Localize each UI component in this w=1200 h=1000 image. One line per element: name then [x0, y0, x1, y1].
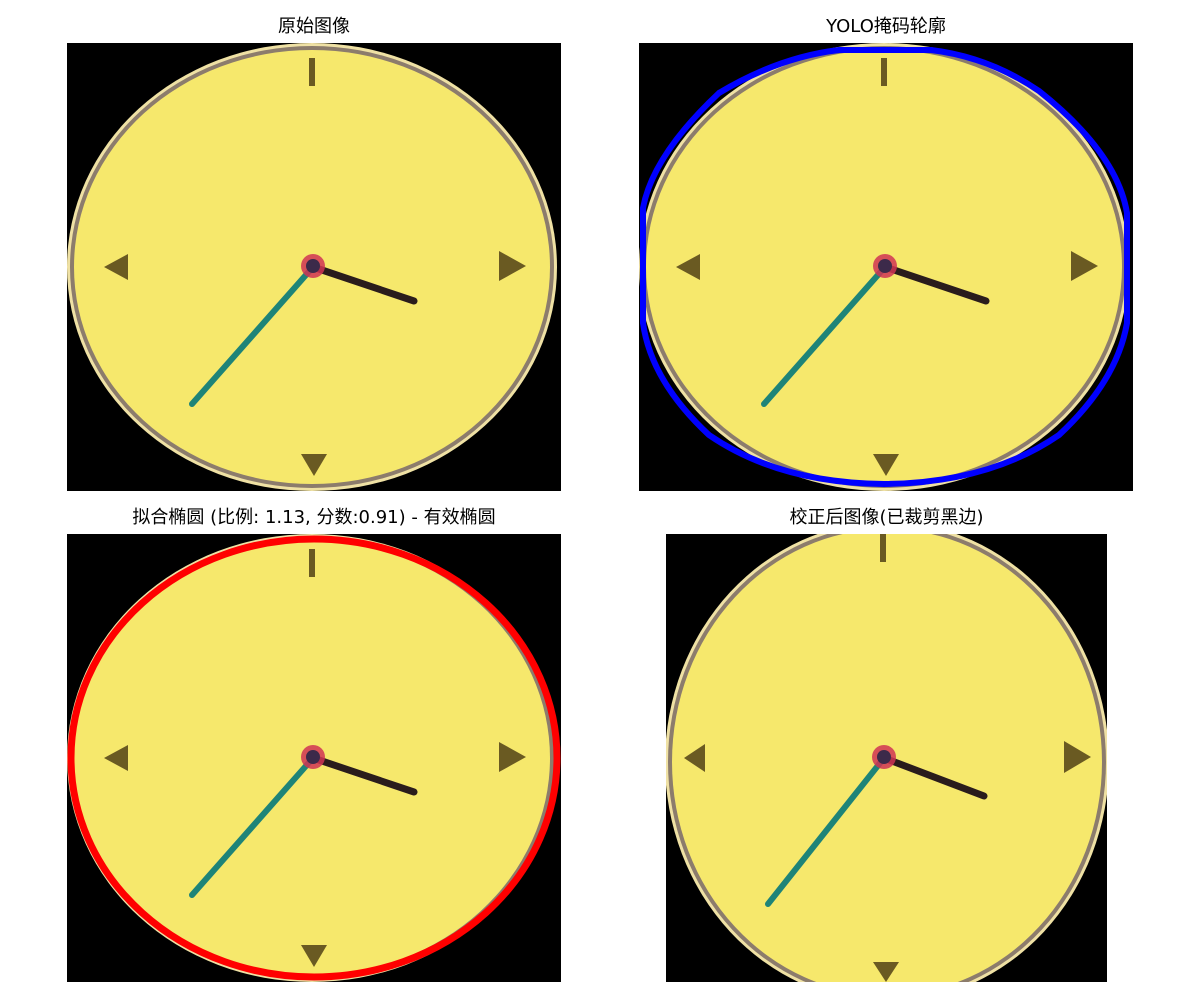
marker-3-icon: [1071, 251, 1098, 281]
center-pin-core-icon: [306, 750, 320, 764]
hour-hand: [309, 754, 418, 796]
fitted-clock-svg: [67, 534, 561, 982]
yolo-contour-image: [639, 43, 1133, 491]
marker-6-icon: [301, 945, 327, 967]
center-pin-core-icon: [306, 259, 320, 273]
marker-12-icon: [309, 549, 315, 577]
marker-12-icon: [309, 58, 315, 86]
marker-3-icon: [499, 742, 526, 772]
minute-hand: [189, 755, 316, 898]
marker-12-icon: [880, 534, 886, 562]
panel-title-original: 原始图像: [278, 16, 350, 37]
center-pin-core-icon: [877, 750, 891, 764]
panel-title-corrected: 校正后图像(已裁剪黑边): [789, 507, 984, 528]
marker-9-icon: [104, 745, 128, 771]
minute-hand: [189, 264, 316, 407]
marker-6-icon: [873, 962, 899, 982]
panel-title-fitted-ellipse: 拟合椭圆 (比例: 1.13, 分数:0.91) - 有效椭圆: [132, 507, 496, 528]
minute-hand: [761, 264, 888, 407]
panel-title-yolo: YOLO掩码轮廓: [826, 16, 946, 37]
marker-3-icon: [499, 251, 526, 281]
corrected-image: [666, 534, 1107, 982]
marker-3-icon: [1064, 741, 1091, 773]
hour-hand: [309, 263, 418, 305]
marker-6-icon: [301, 454, 327, 476]
yolo-clock-svg: [639, 43, 1130, 491]
fitted-ellipse-image: [67, 534, 561, 982]
yolo-mask-contour: [640, 47, 1130, 487]
hour-hand: [881, 263, 990, 305]
minute-hand: [765, 755, 887, 907]
original-image: [67, 43, 561, 491]
marker-9-icon: [676, 254, 700, 280]
marker-12-icon: [881, 58, 887, 86]
corrected-clock-svg: [666, 534, 1107, 982]
center-pin-core-icon: [878, 259, 892, 273]
original-clock-svg: [67, 43, 557, 491]
marker-6-icon: [873, 454, 899, 476]
marker-9-icon: [104, 254, 128, 280]
marker-9-icon: [684, 744, 705, 772]
hour-hand: [880, 754, 988, 800]
fitted-ellipse: [67, 535, 561, 981]
